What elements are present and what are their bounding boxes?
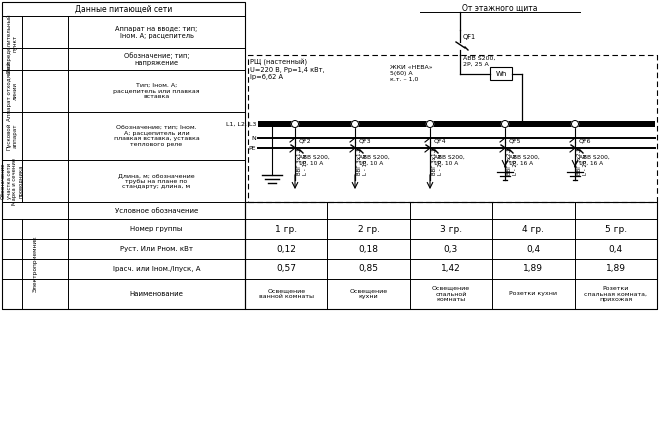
Text: АВВ S200,
1Р, 10 А: АВВ S200, 1Р, 10 А <box>434 155 465 166</box>
Text: Освещение
ванной комнаты: Освещение ванной комнаты <box>259 289 314 299</box>
Text: ВВГ 3х1,5
L - 20 м: ВВГ 3х1,5 L - 20 м <box>432 147 443 175</box>
Bar <box>490 67 512 80</box>
Text: ВВГ 3х1,5
L - 15 м: ВВГ 3х1,5 L - 15 м <box>357 147 368 175</box>
Text: Пусковой
аппарат: Пусковой аппарат <box>7 122 17 150</box>
Circle shape <box>352 121 358 128</box>
Text: Обозначение
участка сети
Марка и сечение
проводника: Обозначение участка сети Марка и сечение… <box>1 158 23 205</box>
Text: Электроприемник: Электроприемник <box>32 236 38 292</box>
Text: 0,3: 0,3 <box>444 245 458 253</box>
Text: Наименование: Наименование <box>129 291 183 297</box>
Bar <box>258 121 655 127</box>
Bar <box>245 202 657 309</box>
Text: 5 гр.: 5 гр. <box>605 224 627 234</box>
Circle shape <box>502 121 508 128</box>
Text: 0,4: 0,4 <box>526 245 541 253</box>
Text: Освещение
кухни: Освещение кухни <box>350 289 387 299</box>
Text: АВВ S200,
1Р, 10 А: АВВ S200, 1Р, 10 А <box>359 155 390 166</box>
Text: 0,57: 0,57 <box>276 264 296 274</box>
Text: Номер группы: Номер группы <box>130 226 183 232</box>
Text: АВВ S200,
1Р, 16 А: АВВ S200, 1Р, 16 А <box>579 155 610 166</box>
Text: РЩ (настенный)
U=220 В, Рр=1,4 кВт,
Iр=6,62 А: РЩ (настенный) U=220 В, Рр=1,4 кВт, Iр=6… <box>250 59 325 80</box>
Text: 0,4: 0,4 <box>609 245 623 253</box>
Circle shape <box>572 121 579 128</box>
Text: Wh: Wh <box>495 70 507 77</box>
Text: QF4: QF4 <box>434 138 447 143</box>
Text: Розетки кухни: Розетки кухни <box>510 291 558 297</box>
Text: QF5: QF5 <box>509 138 521 143</box>
Text: L1, L2, L3: L1, L2, L3 <box>226 121 256 127</box>
Text: АВВ S200,
2Р, 25 А: АВВ S200, 2Р, 25 А <box>463 56 496 67</box>
Text: 0,85: 0,85 <box>358 264 379 274</box>
Text: QF1: QF1 <box>463 34 476 40</box>
Text: ЖКИ «НЕВА»
5(60) А
к.т. – 1,0: ЖКИ «НЕВА» 5(60) А к.т. – 1,0 <box>390 65 432 81</box>
Text: 3 гр.: 3 гр. <box>440 224 462 234</box>
Text: Тип; Iном. А;
расцепитель или плавкая
вставка: Тип; Iном. А; расцепитель или плавкая вс… <box>114 83 200 99</box>
Text: 2 гр.: 2 гр. <box>358 224 380 234</box>
Text: Розетки
спальная комната,
прихожая: Розетки спальная комната, прихожая <box>584 286 647 302</box>
Text: От этажного щита: От этажного щита <box>462 4 538 12</box>
Text: Iрасч. или Iном./Iпуск, А: Iрасч. или Iном./Iпуск, А <box>113 266 200 272</box>
Text: PE: PE <box>249 146 256 150</box>
Circle shape <box>426 121 434 128</box>
Text: 0,18: 0,18 <box>358 245 379 253</box>
Text: N: N <box>251 136 256 140</box>
Text: Руст. Или Рном. кВт: Руст. Или Рном. кВт <box>120 246 193 252</box>
Text: 0,12: 0,12 <box>277 245 296 253</box>
Text: 1,89: 1,89 <box>523 264 543 274</box>
Text: ВВГ 3х2,5
L - 25 м: ВВГ 3х2,5 L - 25 м <box>577 147 588 175</box>
Text: Длина, м; обозначение
трубы на плане по
стандарту; длина, м: Длина, м; обозначение трубы на плане по … <box>118 172 195 189</box>
Text: 4 гр.: 4 гр. <box>523 224 544 234</box>
Text: Обозначение; тип; Iном.
А; расцепитель или
плавкая вставка, уставка
теплового ре: Обозначение; тип; Iном. А; расцепитель и… <box>114 125 199 147</box>
Text: Распределительный
пункт: Распределительный пункт <box>7 13 17 73</box>
Text: Освещение
спальной
комнаты: Освещение спальной комнаты <box>432 286 470 302</box>
Text: Условное обозначение: Условное обозначение <box>115 208 198 213</box>
Circle shape <box>292 121 298 128</box>
Text: 1,42: 1,42 <box>441 264 461 274</box>
Bar <box>2 2 245 309</box>
Text: QF2: QF2 <box>299 138 312 143</box>
Text: Данные питающей сети: Данные питающей сети <box>75 4 172 14</box>
Text: QF3: QF3 <box>359 138 372 143</box>
Text: Аппарат отходящей
линии: Аппарат отходящей линии <box>7 61 17 121</box>
Text: 1,89: 1,89 <box>606 264 626 274</box>
Text: Аппарат на вводе: тип;
Iном. А; расцепитель: Аппарат на вводе: тип; Iном. А; расцепит… <box>115 26 197 39</box>
Text: 1 гр.: 1 гр. <box>275 224 297 234</box>
Text: АВВ S200,
1Р, 16 А: АВВ S200, 1Р, 16 А <box>509 155 540 166</box>
Text: Обозначение; тип;
напряжение: Обозначение; тип; напряжение <box>124 52 189 66</box>
Text: ВВГ 3х1,5
L - 15 м: ВВГ 3х1,5 L - 15 м <box>297 147 308 175</box>
Text: ВВГ 3х2,5
L - 20 м: ВВГ 3х2,5 L - 20 м <box>507 147 518 175</box>
Text: QF6: QF6 <box>579 138 591 143</box>
Text: АВВ S200,
1Р, 10 А: АВВ S200, 1Р, 10 А <box>299 155 330 166</box>
